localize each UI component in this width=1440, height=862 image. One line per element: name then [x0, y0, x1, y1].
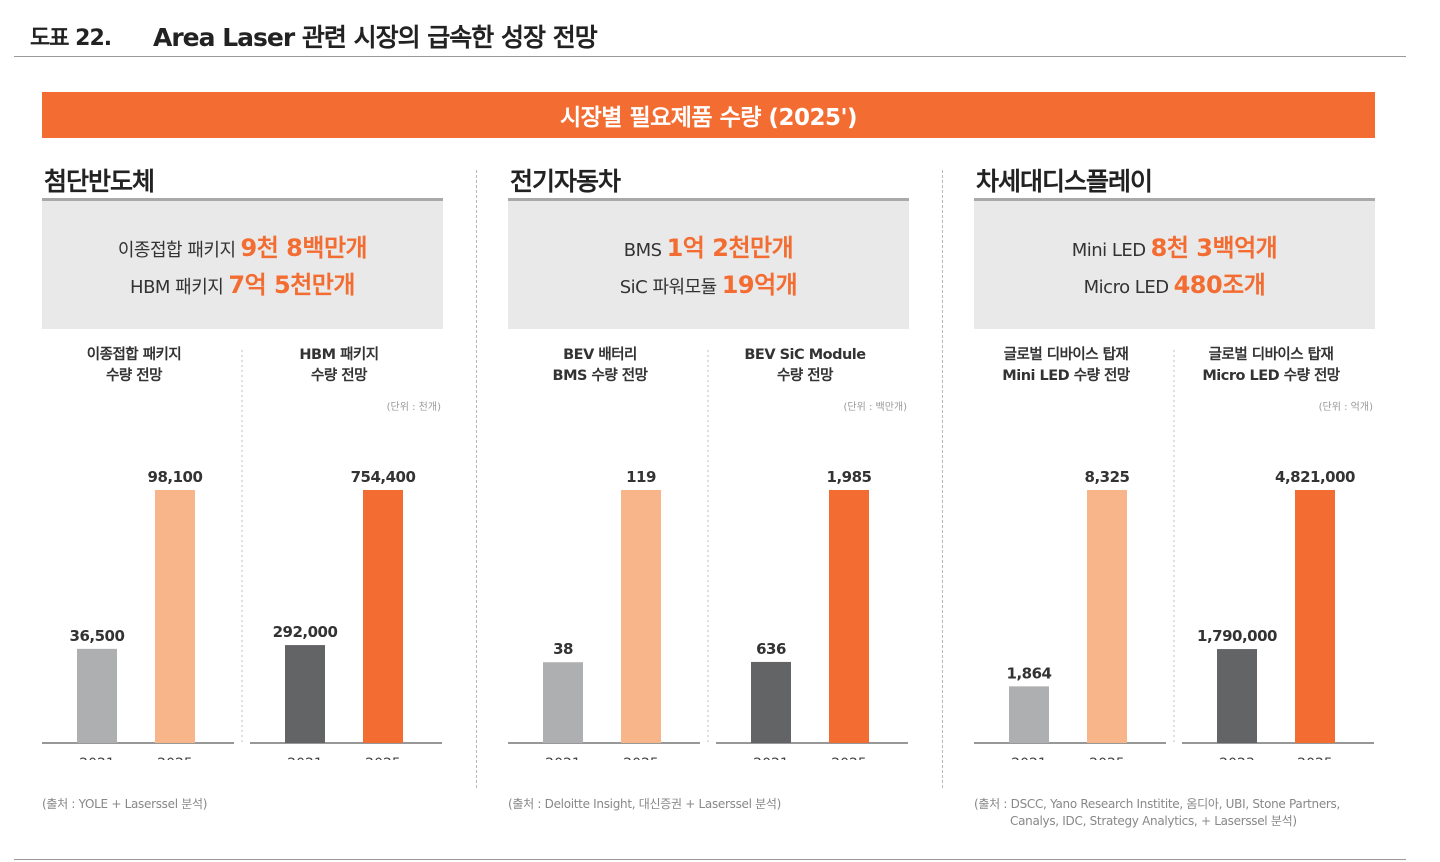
chart-title: BEV 배터리 — [563, 346, 637, 363]
unit-label: (단위 : 억개) — [1319, 400, 1373, 413]
highlight-line: 이종접합 패키지 9천 8백만개 — [117, 228, 368, 265]
chart-title: 글로벌 디바이스 탑재 — [1004, 346, 1129, 363]
section-semiconductor: 첨단반도체 이종접합 패키지 9천 8백만개 HBM 패키지 7억 5천만개 (… — [42, 150, 443, 850]
highlight-value: 8천 3백억개 — [1150, 234, 1278, 262]
highlight-prefix: BMS — [623, 240, 662, 261]
figure-title: Area Laser 관련 시장의 급속한 성장 전망 — [153, 23, 598, 52]
data-label: 1,790,000 — [1197, 627, 1277, 645]
banner: 시장별 필요제품 수량 (2025') — [42, 92, 1375, 138]
tick-label: 2025 — [157, 756, 193, 760]
highlight-value: 7억 5천만개 — [228, 271, 355, 299]
highlight-prefix: SiC 파워모듈 — [619, 277, 717, 298]
banner-text: 시장별 필요제품 수량 (2025') — [559, 105, 858, 131]
highlight-box: BMS 1억 2천만개 SiC 파워모듈 19억개 — [508, 198, 909, 329]
tick-label: 2025 — [1297, 756, 1333, 760]
chart-title: 수량 전망 — [311, 366, 368, 384]
bar — [285, 645, 325, 743]
tick-label: 2023 — [1219, 756, 1255, 760]
section-chart: (단위 : 백만개) BEV 배터리 BMS 수량 전망 38 2021 119 2025 B… — [508, 346, 908, 760]
section-divider — [476, 170, 477, 788]
highlight-value: 480조개 — [1173, 271, 1266, 299]
tick-label: 2025 — [623, 756, 659, 760]
bar — [1217, 649, 1257, 743]
tick-label: 2021 — [545, 756, 581, 760]
source-line: (출처 : DSCC, Yano Research Institite, 옴디아… — [974, 797, 1340, 811]
source-note: (출처 : Deloitte Insight, 대신증권 + Laserssel… — [508, 796, 781, 813]
bar — [363, 490, 403, 743]
tick-label: 2025 — [831, 756, 867, 760]
source-note: (출처 : DSCC, Yano Research Institite, 옴디아… — [974, 796, 1340, 830]
highlight-line: HBM 패키지 7억 5천만개 — [130, 265, 355, 302]
tick-label: 2025 — [365, 756, 401, 760]
bar — [543, 662, 583, 743]
bar — [1295, 490, 1335, 743]
source-note: (출처 : YOLE + Laserssel 분석) — [42, 796, 207, 813]
data-label: 292,000 — [273, 623, 338, 641]
highlight-line: SiC 파워모듈 19억개 — [620, 265, 798, 302]
section-title: 첨단반도체 — [44, 167, 155, 196]
data-label: 38 — [553, 640, 573, 658]
section-title: 전기자동차 — [510, 167, 621, 196]
highlight-prefix: 이종접합 패키지 — [117, 240, 236, 261]
highlight-value: 19억개 — [721, 271, 798, 299]
highlight-prefix: Micro LED — [1083, 277, 1169, 298]
chart-title: Mini LED 수량 전망 — [1002, 366, 1131, 384]
data-label: 1,985 — [827, 468, 872, 486]
figure-label: 도표 22. — [30, 26, 112, 51]
section-ev: 전기자동차 BMS 1억 2천만개 SiC 파워모듈 19억개 (단위 : 백만… — [508, 150, 909, 850]
tick-label: 2021 — [287, 756, 323, 760]
data-label: 119 — [626, 468, 656, 486]
chart-title: Micro LED 수량 전망 — [1202, 366, 1340, 384]
data-label: 8,325 — [1085, 468, 1130, 486]
data-label: 754,400 — [351, 468, 416, 486]
source-line: (출처 : Deloitte Insight, 대신증권 + Laserssel… — [508, 797, 782, 811]
chart-title: BEV SiC Module — [744, 347, 866, 363]
chart-title: 수량 전망 — [106, 366, 163, 384]
chart-title: HBM 패키지 — [299, 346, 378, 363]
unit-label: (단위 : 백만개) — [843, 400, 907, 413]
highlight-value: 1억 2천만개 — [666, 234, 794, 262]
report-header: 도표 22. Area Laser 관련 시장의 급속한 성장 전망 — [0, 0, 1440, 58]
source-line: (출처 : YOLE + Laserssel 분석) — [42, 797, 208, 811]
tick-label: 2025 — [1089, 756, 1125, 760]
data-label: 98,100 — [148, 468, 203, 486]
data-label: 36,500 — [70, 627, 125, 645]
highlight-box: Mini LED 8천 3백억개 Micro LED 480조개 — [974, 198, 1375, 329]
section-chart: (단위 : 억개) 글로벌 디바이스 탑재 Mini LED 수량 전망 1,864 2… — [974, 346, 1374, 760]
section-divider — [942, 170, 943, 788]
highlight-line: Mini LED 8천 3백억개 — [1072, 228, 1278, 265]
footer-divider — [14, 859, 1406, 860]
data-label: 1,864 — [1007, 664, 1052, 682]
highlight-value: 9천 8백만개 — [240, 234, 368, 262]
tick-label: 2021 — [753, 756, 789, 760]
chart-title: BMS 수량 전망 — [553, 366, 649, 384]
tick-label: 2021 — [79, 756, 115, 760]
chart-title: 수량 전망 — [777, 366, 834, 384]
bar — [751, 661, 791, 743]
bar — [621, 490, 661, 743]
bar — [1009, 686, 1049, 743]
bar — [77, 648, 117, 743]
highlight-prefix: Mini LED — [1071, 240, 1146, 261]
bar — [1087, 490, 1127, 743]
tick-label: 2021 — [1011, 756, 1047, 760]
source-line: Canalys, IDC, Strategy Analytics, + Lase… — [1010, 814, 1297, 828]
bar — [829, 490, 869, 743]
highlight-line: BMS 1억 2천만개 — [623, 228, 794, 265]
data-label: 636 — [756, 640, 786, 658]
section-title: 차세대디스플레이 — [976, 167, 1153, 196]
highlight-line: Micro LED 480조개 — [1084, 265, 1266, 302]
unit-label: (단위 : 천개) — [387, 400, 441, 413]
chart-title: 이종접합 패키지 — [87, 345, 181, 363]
highlight-box: 이종접합 패키지 9천 8백만개 HBM 패키지 7억 5천만개 — [42, 198, 443, 329]
section-display: 차세대디스플레이 Mini LED 8천 3백억개 Micro LED 480조… — [974, 150, 1375, 850]
header-divider — [14, 56, 1406, 57]
chart-title: 글로벌 디바이스 탑재 — [1209, 346, 1334, 363]
data-label: 4,821,000 — [1275, 468, 1355, 486]
bar — [155, 490, 195, 743]
highlight-prefix: HBM 패키지 — [130, 277, 224, 298]
